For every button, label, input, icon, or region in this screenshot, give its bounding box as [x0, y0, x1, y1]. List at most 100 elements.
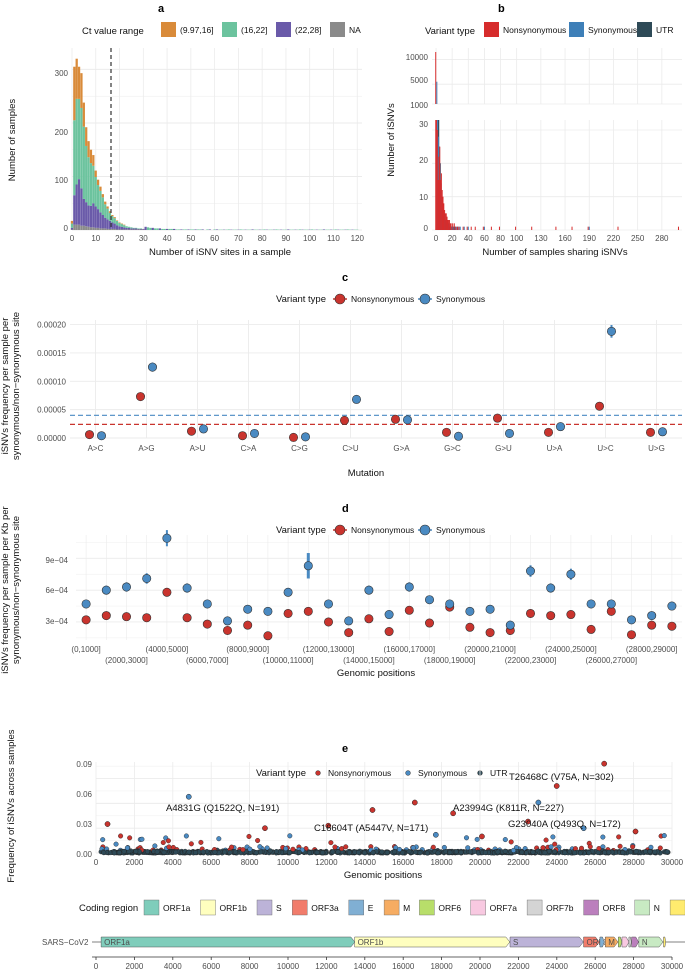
d-point — [101, 585, 111, 595]
d-point — [202, 599, 212, 609]
d-xtick: (20000,21000] — [464, 645, 516, 654]
a-bar-segment — [310, 229, 314, 230]
panel-a-xticks: 0 10 20 30 40 50 60 70 80 90 100 110 120 — [70, 234, 365, 243]
e-point — [502, 848, 508, 854]
e-xtick: 30000 — [661, 858, 684, 867]
e-point-highlight — [262, 825, 268, 832]
a-bar-segment — [113, 223, 116, 229]
a-bar-segment — [75, 184, 78, 225]
e-point — [511, 847, 517, 853]
panel-c-xticks: A>C A>G A>U C>A C>G C>U G>A G>C G>U U>A U>C U>G — [88, 444, 665, 453]
genome-segment — [638, 936, 664, 948]
genome-segment — [509, 936, 584, 948]
genome-xtick: 20000 — [469, 962, 492, 971]
e-point — [463, 835, 469, 841]
b-bar — [437, 180, 439, 230]
d-xtick: (0,1000] — [71, 645, 100, 654]
e-point — [346, 850, 352, 856]
coding-legend-title: Coding region — [79, 903, 138, 914]
a-bar-segment — [75, 98, 78, 185]
d-point — [122, 612, 132, 622]
coding-legend-swatch — [348, 899, 364, 916]
a-bar-segment — [206, 229, 209, 230]
coding-legend-swatch — [292, 899, 308, 916]
d-point — [344, 628, 354, 638]
genome-xtick: 22000 — [507, 962, 530, 971]
a-bar-segment — [115, 220, 119, 226]
panel-b-xticks: 0 20 40 60 80 100 130 160 190 220 250 280 — [434, 234, 669, 243]
e-point-highlight — [369, 807, 376, 813]
panel-e-legend: Variant type Nonsynonymous Synonymous UT… — [256, 768, 507, 779]
genome-xtick: 6000 — [202, 962, 220, 971]
b-ytick: 10 — [419, 193, 428, 202]
panel-d-ylabel-line2: synonymous/non−synonymous site — [11, 516, 22, 664]
panel-b-label: b — [498, 3, 505, 15]
a-ytick: 200 — [55, 128, 69, 137]
b-bar — [435, 120, 437, 230]
d-point — [283, 587, 293, 597]
panel-e-ylabel: Frequency of iSNVs across samples — [6, 729, 17, 882]
e-point — [657, 845, 663, 851]
b-bar — [436, 130, 438, 230]
a-bar-segment — [213, 229, 216, 230]
panel-a-yticks: 0 100 200 300 — [55, 69, 69, 233]
coding-legend-label: ORF7b — [546, 903, 574, 913]
a-bar-segment — [73, 66, 76, 121]
genome-xtick: 0 — [94, 962, 99, 971]
e-point — [101, 850, 107, 856]
panel-e-plot: T26468C (V75A, N=302) A4831G (Q1522Q, N=… — [6, 729, 684, 882]
b-bar — [470, 226, 472, 230]
b-xtick: 40 — [464, 234, 473, 243]
a-bar-segment — [146, 227, 150, 230]
e-xtick: 4000 — [164, 858, 182, 867]
d-point — [404, 582, 414, 592]
c-xtick: U>G — [648, 444, 665, 453]
a-bar-segment — [127, 226, 131, 228]
d-point — [525, 566, 535, 576]
a-bar-segment — [111, 215, 114, 217]
panel-d-legend-title: Variant type — [276, 525, 326, 536]
e-xtick: 28000 — [622, 858, 645, 867]
e-point — [587, 844, 593, 850]
a-bar-segment — [70, 229, 74, 230]
e-point — [546, 848, 552, 854]
c-ytick: 0.00015 — [37, 349, 66, 358]
legend-label-nonsyn: Nonsynonymous — [351, 294, 414, 304]
b-xtick: 130 — [534, 234, 548, 243]
d-point — [647, 620, 657, 630]
e-point — [530, 849, 536, 855]
b-xtick: 160 — [558, 234, 572, 243]
b-bar — [587, 226, 589, 230]
a-bar-segment — [82, 198, 85, 226]
e-point — [495, 849, 501, 855]
a-bar-segment — [70, 223, 74, 228]
e-point-highlight — [525, 818, 531, 825]
panel-c-legend-title: Variant type — [276, 294, 326, 305]
e-point-highlight — [450, 810, 456, 817]
d-point — [424, 618, 434, 628]
a-bar-segment — [70, 227, 74, 230]
e-xtick: 22000 — [507, 858, 530, 867]
d-point — [626, 630, 636, 640]
d-point — [323, 599, 333, 609]
a-bar-segment — [113, 217, 116, 219]
legend-point-syn — [405, 770, 411, 776]
legend-swatch-ct1 — [161, 22, 176, 37]
e-point — [465, 845, 471, 851]
panel-d-label: d — [342, 503, 349, 515]
panel-e-points — [98, 760, 671, 856]
a-bar-segment — [106, 208, 109, 220]
d-xtick: (6000,7000] — [186, 656, 229, 665]
coding-legend-swatch — [383, 899, 400, 916]
d-point — [101, 611, 111, 621]
e-xtick: 18000 — [430, 858, 453, 867]
a-bar-segment — [113, 228, 116, 230]
b-bar — [455, 226, 457, 230]
d-point — [606, 599, 616, 609]
b-bar — [617, 226, 619, 230]
d-point — [667, 601, 677, 611]
a-xtick: 60 — [210, 234, 219, 243]
a-bar-segment — [215, 229, 219, 230]
e-point-highlight — [535, 799, 542, 806]
b-bar — [677, 226, 679, 230]
